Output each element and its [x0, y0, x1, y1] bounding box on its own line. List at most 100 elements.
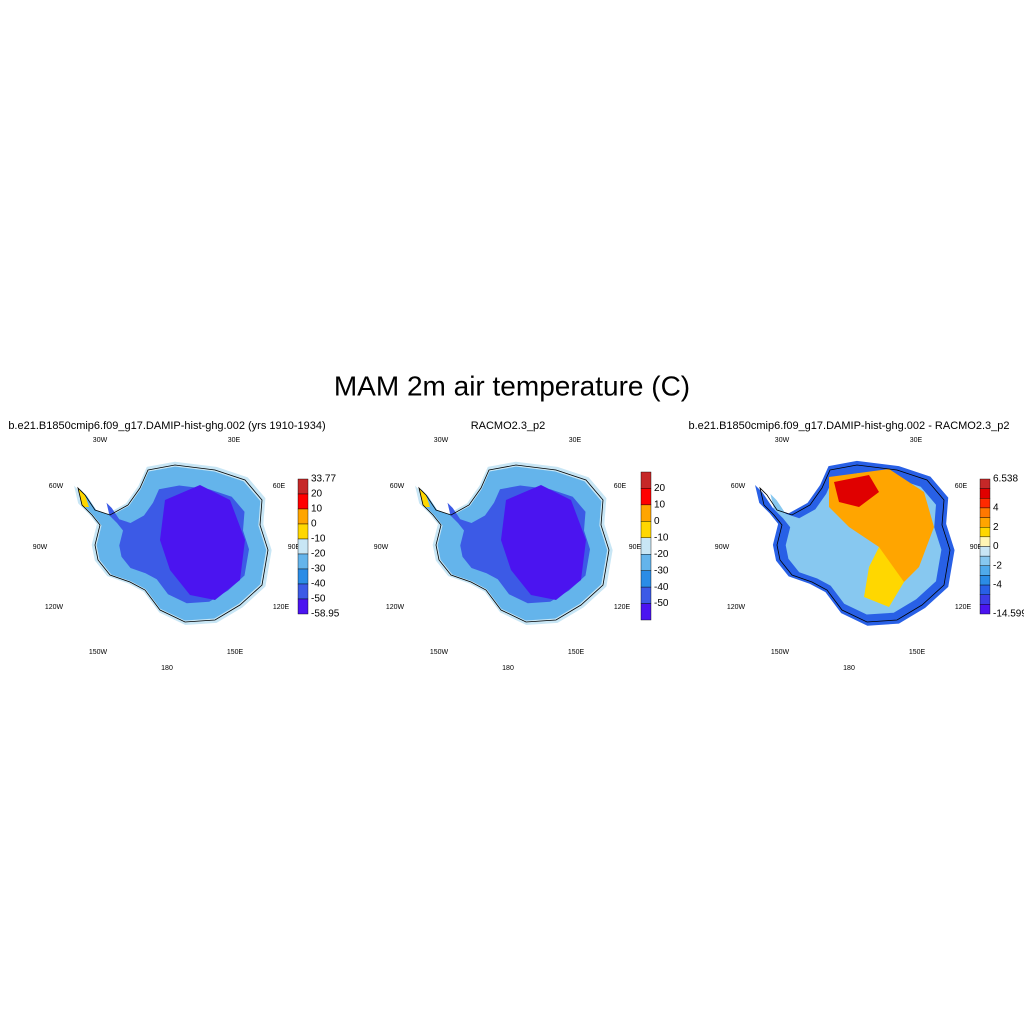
- longitude-label: 90E: [970, 544, 983, 551]
- longitude-label: 30W: [93, 437, 108, 444]
- colorbar-label: 33.77: [311, 474, 336, 485]
- colorbar-box: [640, 504, 652, 522]
- longitude-label: 90E: [288, 544, 301, 551]
- colorbar-label: -30: [311, 564, 326, 575]
- coastline: [418, 464, 610, 623]
- colorbar-label: -2: [993, 560, 1002, 571]
- longitude-label: 150W: [771, 649, 790, 656]
- longitude-label: 180: [502, 665, 514, 672]
- colorbar-box: [640, 603, 652, 621]
- longitude-label: 90E: [629, 544, 642, 551]
- colorbar-box: [979, 555, 991, 566]
- longitude-label: 90W: [374, 544, 389, 551]
- colorbar-box: [979, 536, 991, 547]
- colorbar-box: [297, 553, 309, 570]
- colorbar-label: 10: [654, 500, 666, 511]
- longitude-label: 90W: [715, 544, 730, 551]
- figure-title: MAM 2m air temperature (C): [334, 370, 690, 401]
- panel-subtitle: b.e21.B1850cmip6.f09_g17.DAMIP-hist-ghg.…: [688, 420, 1009, 432]
- longitude-label: 120E: [955, 604, 972, 611]
- field-yellow: [864, 547, 904, 607]
- longitude-label: 90W: [33, 544, 48, 551]
- longitude-label: 60E: [273, 483, 286, 490]
- colorbar-box: [979, 575, 991, 586]
- colorbar-box: [297, 568, 309, 585]
- colorbar-label: -10: [654, 532, 669, 543]
- field-core: [501, 485, 586, 600]
- colorbar-label: -4: [993, 580, 1002, 591]
- longitude-label: 30E: [228, 437, 241, 444]
- colorbar-label: 20: [311, 489, 323, 500]
- colorbar-box: [297, 478, 309, 495]
- longitude-label: 120W: [45, 604, 64, 611]
- colorbar-box: [979, 546, 991, 557]
- colorbar-box: [979, 594, 991, 605]
- coastline: [759, 464, 951, 623]
- panel-subtitle: b.e21.B1850cmip6.f09_g17.DAMIP-hist-ghg.…: [8, 420, 325, 432]
- colorbar-label: 0: [993, 541, 999, 552]
- colorbar-label: -10: [311, 534, 326, 545]
- colorbar-label: 0: [654, 516, 660, 527]
- colorbar-box: [297, 583, 309, 600]
- colorbar-label: 20: [654, 483, 666, 494]
- colorbar-box: [640, 471, 652, 489]
- colorbar-box: [979, 604, 991, 615]
- longitude-label: 60W: [390, 483, 405, 490]
- longitude-label: 180: [843, 665, 855, 672]
- colorbar-box: [640, 586, 652, 604]
- longitude-label: 120E: [614, 604, 631, 611]
- longitude-label: 120W: [386, 604, 405, 611]
- colorbar-box: [979, 565, 991, 576]
- colorbar-label: -50: [654, 598, 669, 609]
- colorbar-box: [979, 488, 991, 499]
- colorbar-box: [640, 488, 652, 506]
- longitude-label: 120E: [273, 604, 290, 611]
- colorbar-box: [640, 537, 652, 555]
- colorbar-box: [979, 498, 991, 509]
- colorbar-label: 4: [993, 503, 999, 514]
- colorbar-box: [297, 538, 309, 555]
- colorbar-label: -14.599: [993, 609, 1024, 620]
- longitude-label: 150E: [909, 649, 926, 656]
- colorbar-box: [979, 507, 991, 518]
- longitude-label: 30W: [775, 437, 790, 444]
- peninsula-warm: [78, 488, 89, 507]
- colorbar-label: 6.538: [993, 474, 1018, 485]
- longitude-label: 150E: [227, 649, 244, 656]
- colorbar-label: -20: [311, 549, 326, 560]
- colorbar-label: 0: [311, 519, 317, 530]
- colorbar-box: [979, 478, 991, 489]
- colorbar-box: [640, 570, 652, 588]
- colorbar-box: [297, 598, 309, 615]
- peninsula-warm: [419, 488, 430, 507]
- colorbar-label: -40: [654, 582, 669, 593]
- longitude-label: 150E: [568, 649, 585, 656]
- longitude-label: 120W: [727, 604, 746, 611]
- longitude-label: 150W: [430, 649, 449, 656]
- longitude-label: 30E: [910, 437, 923, 444]
- colorbar-box: [297, 523, 309, 540]
- colorbar-box: [640, 554, 652, 571]
- colorbar-box: [979, 584, 991, 595]
- colorbar-label: -50: [311, 594, 326, 605]
- longitude-label: 60E: [955, 483, 968, 490]
- longitude-label: 60E: [614, 483, 627, 490]
- longitude-label: 60W: [49, 483, 64, 490]
- colorbar-box: [297, 508, 309, 525]
- panel-subtitle: RACMO2.3_p2: [471, 420, 546, 432]
- longitude-label: 30E: [569, 437, 582, 444]
- coastline: [77, 464, 269, 623]
- antarctica-map: [755, 460, 955, 626]
- colorbar-box: [297, 493, 309, 510]
- colorbar-label: -40: [311, 579, 326, 590]
- longitude-label: 150W: [89, 649, 108, 656]
- colorbar-box: [979, 527, 991, 538]
- colorbar-label: -30: [654, 565, 669, 576]
- colorbar-box: [979, 517, 991, 528]
- longitude-label: 30W: [434, 437, 449, 444]
- colorbar-label: 10: [311, 504, 323, 515]
- field-hot: [834, 475, 879, 507]
- colorbar-label: -20: [654, 549, 669, 560]
- field-core: [160, 485, 245, 600]
